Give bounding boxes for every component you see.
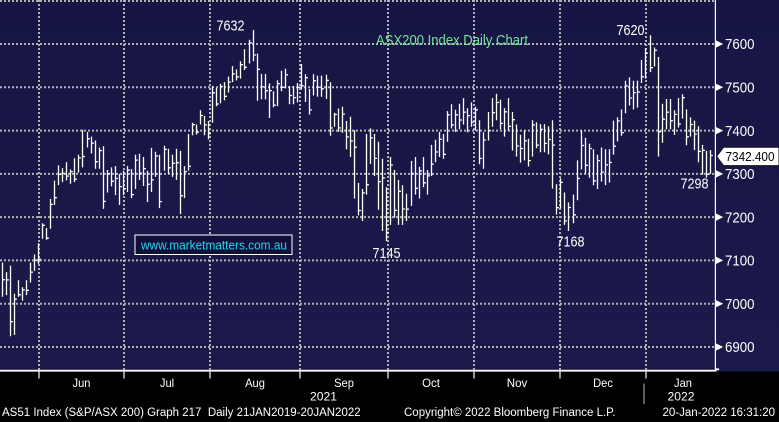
svg-text:Jan: Jan (674, 376, 692, 390)
svg-text:7620: 7620 (617, 22, 645, 39)
svg-text:Sep: Sep (334, 376, 354, 390)
svg-text:7145: 7145 (373, 245, 401, 262)
svg-text:7298: 7298 (681, 176, 709, 193)
svg-text:7600: 7600 (725, 37, 755, 53)
svg-text:AS51 Index (S&P/ASX 200) Graph: AS51 Index (S&P/ASX 200) Graph 217 Daily… (2, 407, 361, 419)
svg-text:2022: 2022 (668, 390, 695, 404)
svg-text:7200: 7200 (725, 210, 755, 226)
svg-text:Dec: Dec (593, 376, 613, 390)
svg-text:7632: 7632 (217, 18, 245, 35)
svg-text:Jun: Jun (73, 376, 91, 390)
svg-text:Oct: Oct (422, 376, 440, 390)
svg-text:Nov: Nov (507, 376, 528, 390)
svg-text:Jul: Jul (160, 376, 174, 390)
svg-text:www.marketmatters.com.au: www.marketmatters.com.au (140, 239, 287, 253)
svg-text:Aug: Aug (245, 376, 265, 390)
svg-text:7342.400: 7342.400 (726, 149, 775, 164)
svg-text:ASX200 Index Daily Chart: ASX200 Index Daily Chart (376, 33, 528, 49)
svg-text:7000: 7000 (725, 297, 755, 313)
svg-text:7100: 7100 (725, 254, 755, 270)
svg-text:7168: 7168 (557, 234, 585, 251)
svg-text:20-Jan-2022 16:31:20: 20-Jan-2022 16:31:20 (662, 407, 775, 419)
svg-text:7500: 7500 (725, 81, 755, 97)
svg-text:7300: 7300 (725, 167, 755, 183)
svg-text:Copyright© 2022 Bloomberg Fina: Copyright© 2022 Bloomberg Finance L.P. (404, 407, 616, 419)
svg-text:2021: 2021 (310, 390, 337, 404)
svg-text:6900: 6900 (725, 340, 755, 356)
svg-text:7400: 7400 (725, 124, 755, 140)
